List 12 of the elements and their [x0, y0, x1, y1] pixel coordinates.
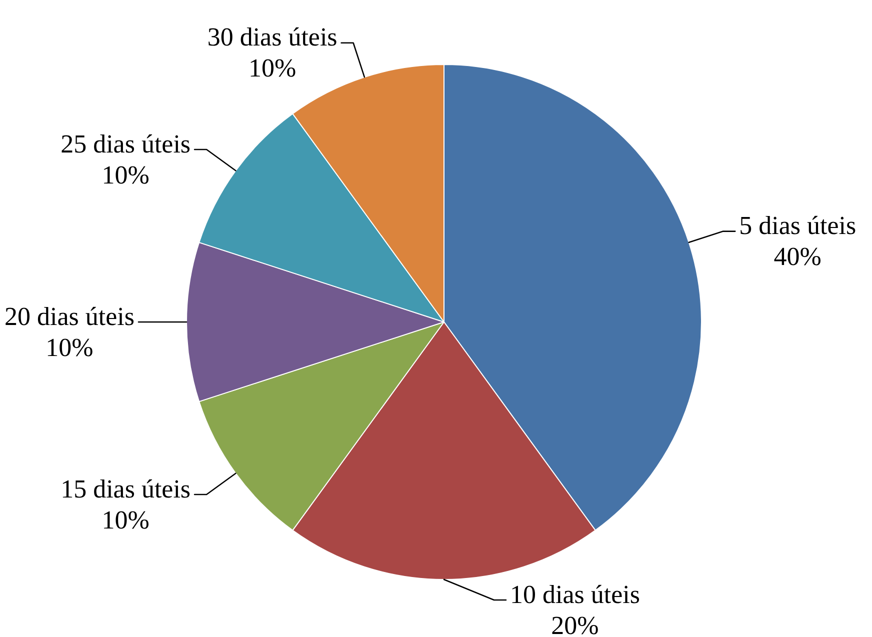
data-label: 10% — [248, 54, 296, 83]
slice-label: 30 dias úteis — [207, 22, 338, 52]
data-label: 40% — [774, 242, 822, 272]
slice-label: 15 dias úteis — [60, 474, 191, 504]
data-label: 10% — [46, 332, 94, 362]
slice-label: 20 dias úteis — [4, 302, 135, 331]
data-label: 10% — [102, 505, 150, 534]
slice-label: 10 dias úteis — [510, 580, 640, 609]
data-label: 10% — [102, 160, 150, 190]
slice-label: 5 dias úteis — [739, 211, 856, 240]
data-label: 20% — [551, 610, 599, 637]
slice-label: 25 dias úteis — [60, 129, 191, 158]
